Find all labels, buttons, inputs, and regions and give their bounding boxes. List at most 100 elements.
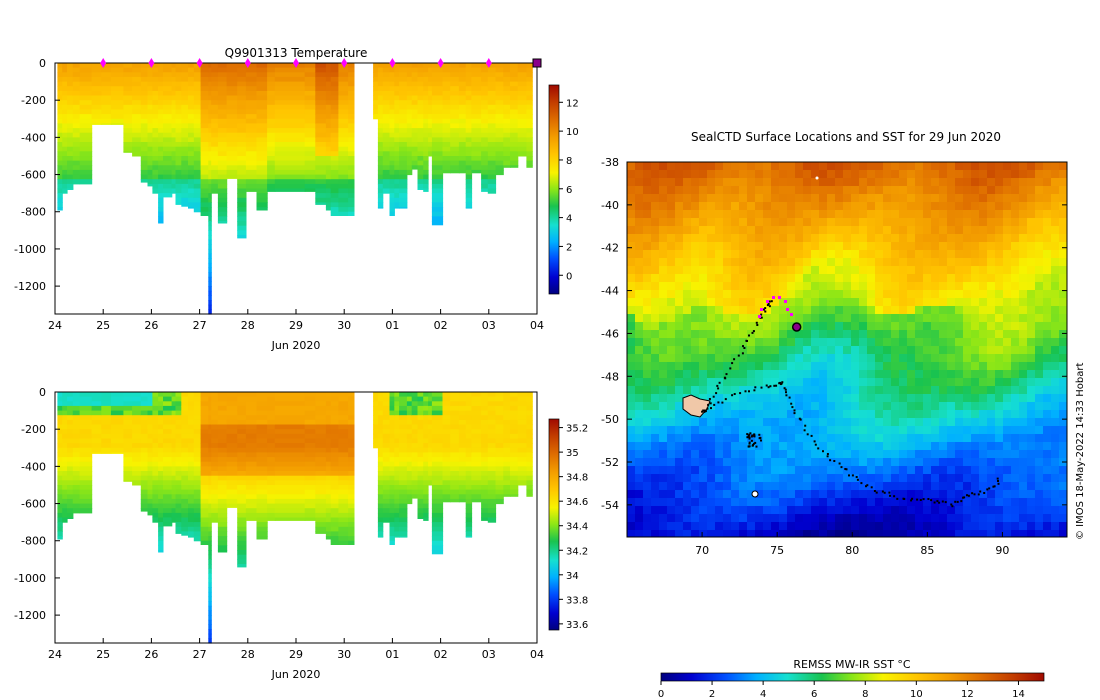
profile-cell bbox=[487, 498, 497, 505]
profile-cell bbox=[158, 536, 164, 542]
profile-cell bbox=[226, 63, 238, 69]
sst-cell bbox=[747, 266, 755, 274]
profile-cell bbox=[394, 489, 400, 495]
profile-cell bbox=[377, 433, 384, 439]
profile-cell bbox=[267, 142, 276, 148]
profile-cell bbox=[315, 424, 327, 430]
profile-cell bbox=[394, 67, 400, 73]
profile-cell bbox=[62, 447, 68, 453]
sst-cell bbox=[1019, 282, 1027, 290]
sst-cell bbox=[1043, 346, 1051, 354]
profile-cell bbox=[330, 498, 339, 505]
profile-cell bbox=[226, 132, 238, 138]
profile-cell bbox=[91, 443, 102, 449]
profile-cell bbox=[171, 95, 177, 101]
profile-cell bbox=[304, 109, 316, 115]
profile-cell bbox=[158, 95, 164, 101]
profile-cell bbox=[152, 156, 159, 162]
profile-cell bbox=[450, 415, 460, 421]
profile-cell bbox=[458, 494, 467, 500]
profile-cell bbox=[394, 179, 400, 185]
profile-cell bbox=[237, 160, 247, 166]
profile-cell bbox=[526, 466, 533, 472]
profile-cell bbox=[495, 100, 504, 106]
profile-cell bbox=[175, 67, 182, 73]
profile-cell bbox=[389, 457, 395, 463]
profile-cell bbox=[57, 447, 63, 453]
profile-cell bbox=[526, 392, 533, 398]
sst-cell bbox=[747, 258, 755, 266]
sst-cell bbox=[651, 194, 659, 202]
profile-cell bbox=[163, 81, 173, 87]
profile-cell bbox=[431, 202, 444, 208]
sst-cell bbox=[811, 354, 819, 362]
profile-cell bbox=[382, 90, 391, 97]
profile-cell bbox=[217, 109, 228, 115]
profile-cell bbox=[175, 114, 182, 120]
sst-cell bbox=[779, 234, 787, 242]
profile-cell bbox=[382, 392, 391, 398]
sst-cell bbox=[1011, 178, 1019, 186]
profile-cell bbox=[101, 81, 112, 87]
profile-cell bbox=[123, 466, 133, 472]
profile-cell bbox=[450, 104, 460, 110]
sst-cell bbox=[843, 274, 851, 282]
sst-cell bbox=[627, 322, 635, 330]
profile-cell bbox=[123, 392, 133, 398]
sst-cell bbox=[659, 234, 667, 242]
sst-cell bbox=[899, 170, 907, 178]
profile-cell bbox=[147, 489, 153, 495]
profile-cell bbox=[200, 160, 209, 166]
profile-cell bbox=[237, 90, 247, 97]
profile-cell bbox=[406, 63, 413, 69]
profile-cell bbox=[256, 156, 268, 162]
profile-cell bbox=[510, 438, 519, 444]
profile-cell bbox=[411, 466, 419, 472]
sst-cell bbox=[931, 338, 939, 346]
profile-cell bbox=[471, 142, 482, 148]
sst-cell bbox=[747, 202, 755, 210]
profile-cell bbox=[338, 508, 349, 514]
sst-cell bbox=[963, 210, 971, 218]
profile-cell bbox=[67, 452, 74, 458]
profile-cell bbox=[442, 401, 451, 407]
profile-cell bbox=[274, 419, 306, 426]
profile-cell bbox=[431, 517, 444, 523]
sst-cell bbox=[667, 178, 675, 186]
sst-cell bbox=[811, 314, 819, 322]
profile-cell bbox=[237, 179, 247, 185]
profile-cell bbox=[465, 405, 473, 412]
profile-cell bbox=[315, 410, 327, 416]
profile-cell bbox=[325, 183, 332, 190]
profile-cell bbox=[237, 169, 247, 176]
sst-cell bbox=[971, 378, 979, 386]
sst-cell bbox=[883, 202, 891, 210]
profile-cell bbox=[72, 137, 81, 143]
profile-cell bbox=[458, 104, 467, 110]
sst-cell bbox=[899, 186, 907, 194]
profile-cell bbox=[152, 475, 159, 481]
profile-cell bbox=[325, 443, 332, 449]
profile-cell bbox=[245, 457, 258, 463]
profile-cell bbox=[267, 72, 276, 78]
profile-cell bbox=[517, 443, 527, 449]
profile-cell bbox=[348, 207, 355, 213]
profile-cell bbox=[208, 267, 212, 273]
profile-cell bbox=[158, 72, 164, 78]
profile-cell bbox=[348, 517, 355, 523]
sst-cell bbox=[683, 370, 691, 378]
sst-cell bbox=[643, 298, 651, 306]
profile-cell bbox=[503, 67, 511, 73]
profile-cell bbox=[377, 461, 384, 467]
sst-cell bbox=[875, 338, 883, 346]
profile-cell bbox=[67, 156, 74, 162]
sst-cell bbox=[979, 242, 987, 250]
profile-cell bbox=[377, 494, 384, 500]
profile-cell bbox=[226, 405, 238, 412]
sst-cell bbox=[843, 186, 851, 194]
sst-cell bbox=[723, 194, 731, 202]
sst-cell bbox=[875, 218, 883, 226]
profile-cell bbox=[394, 424, 400, 430]
sst-cell bbox=[755, 354, 763, 362]
sst-cell bbox=[979, 210, 987, 218]
